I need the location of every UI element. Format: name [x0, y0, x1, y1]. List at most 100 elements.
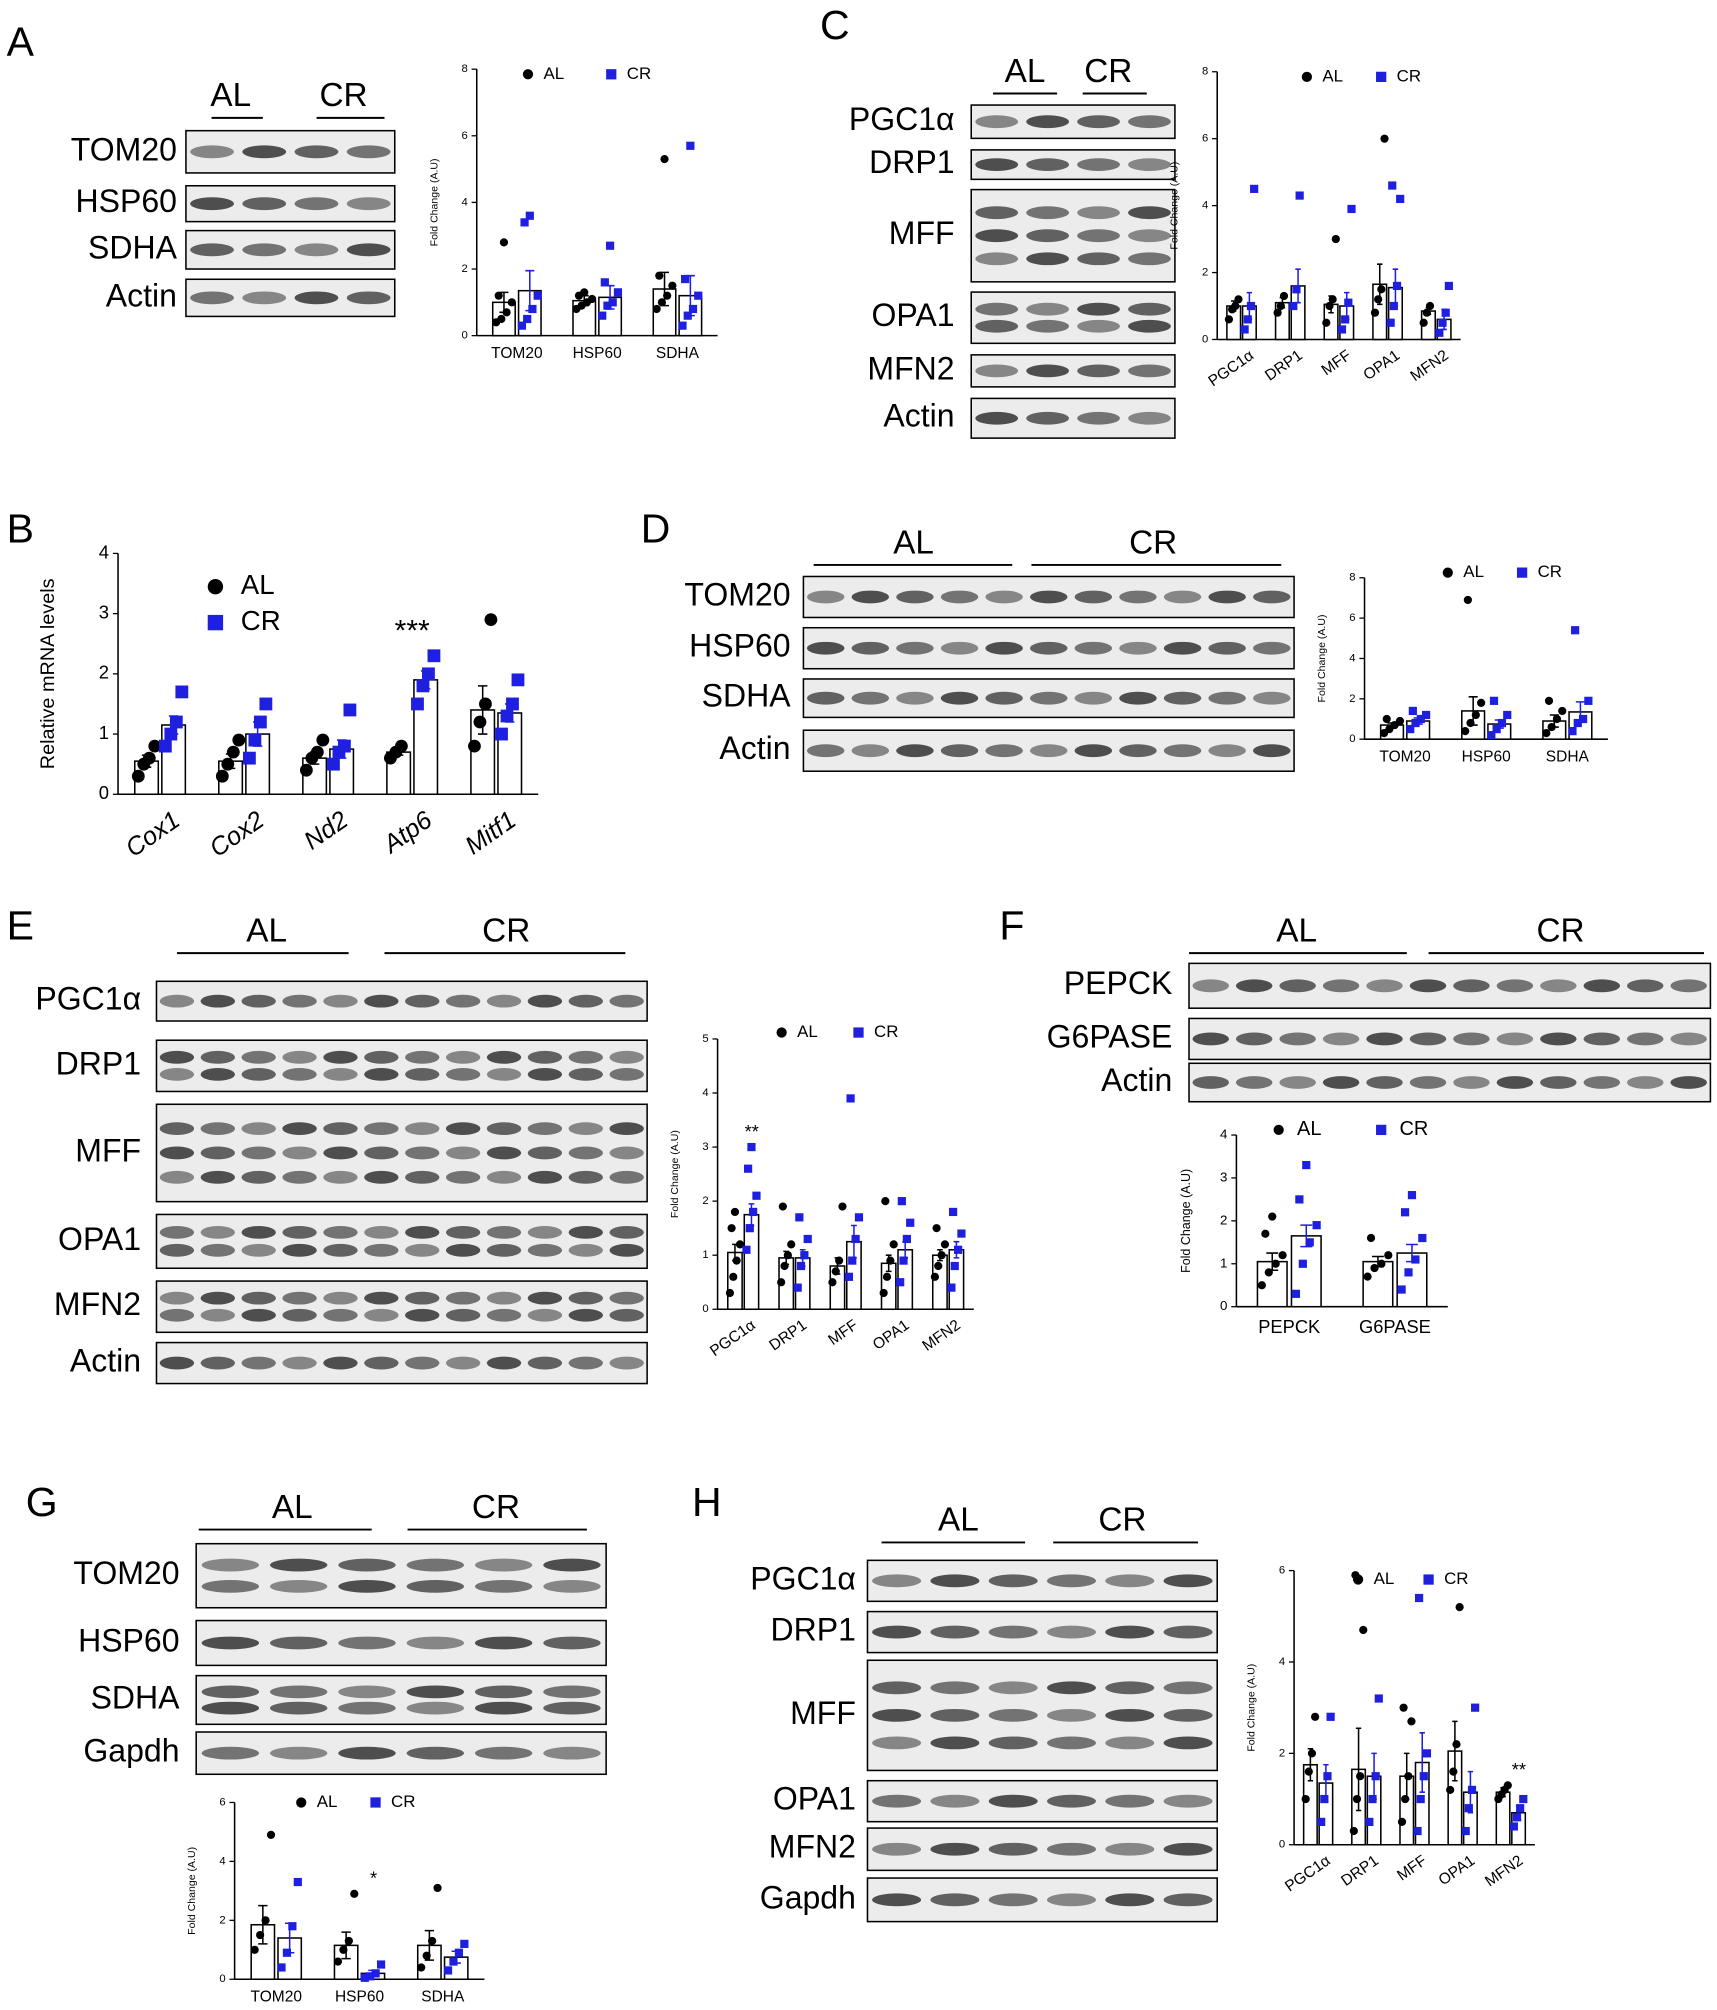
blot-band [159, 1291, 195, 1305]
blot-band [872, 1708, 922, 1722]
blot-band [930, 1625, 980, 1639]
data-point [339, 1945, 348, 1954]
data-point [169, 715, 183, 729]
blot-band [346, 243, 391, 257]
data-point [494, 291, 503, 300]
blot-band [282, 1067, 317, 1081]
blot-band [282, 1050, 317, 1064]
blot-band [406, 1558, 465, 1572]
data-point [1264, 1268, 1273, 1277]
x-tick-label: Cox2 [205, 806, 270, 863]
y-tick-label: 4 [462, 196, 468, 208]
blot-band [241, 1146, 276, 1160]
blot-band [1077, 411, 1120, 425]
data-point [1388, 181, 1397, 190]
blot-band [1128, 411, 1171, 425]
data-point [1380, 134, 1389, 143]
blot-band [200, 1146, 235, 1160]
blot-label: MFN2 [867, 350, 954, 386]
blot-band [282, 994, 317, 1008]
data-point [1370, 308, 1380, 317]
blot-band [1077, 115, 1120, 129]
legend-marker [370, 1797, 381, 1808]
data-point [668, 281, 677, 290]
blot-band [159, 1225, 195, 1239]
data-point [232, 733, 246, 747]
blot-band [527, 1308, 563, 1322]
bar [497, 712, 523, 796]
blot-band [1279, 1032, 1316, 1046]
legend-label: CR [1444, 1569, 1468, 1588]
blot-band [1077, 319, 1120, 333]
blot-band [527, 1146, 563, 1160]
data-point [1435, 328, 1444, 337]
blot-band [405, 1308, 440, 1322]
data-point [449, 1957, 458, 1966]
data-point [694, 291, 703, 300]
blot-band [406, 1701, 465, 1715]
blot-band [1235, 1076, 1273, 1089]
y-tick-label: 2 [462, 263, 468, 275]
blot-band [364, 1067, 399, 1081]
data-point [1389, 301, 1398, 311]
blot-band [1119, 641, 1157, 655]
blot-band [1077, 158, 1120, 172]
blot-band [405, 1356, 440, 1370]
x-tick-label: DRP1 [1338, 1852, 1382, 1890]
blot-band [1105, 1794, 1155, 1808]
data-point [930, 1272, 940, 1281]
blot-band [269, 1636, 328, 1650]
blot-band [988, 1794, 1038, 1808]
data-point [1503, 1781, 1512, 1790]
group-label: AL [246, 912, 287, 949]
blot-band [1128, 252, 1171, 266]
blot-label: MFF [889, 215, 955, 251]
y-tick-label: 8 [462, 63, 468, 75]
data-point [1411, 718, 1420, 728]
x-tick-label: SDHA [656, 345, 700, 362]
blot-panel: AL CR TOM20 HSP60 SDHA Actin [71, 77, 396, 318]
blot-band [609, 1170, 644, 1184]
y-tick-label: 6 [1279, 1565, 1285, 1577]
data-point [1261, 1229, 1270, 1238]
y-tick-label: 1 [1220, 1255, 1227, 1270]
blot-band [241, 1291, 276, 1305]
blot-band [1074, 590, 1113, 604]
data-point [1320, 1794, 1329, 1804]
data-point [657, 298, 666, 307]
blot-band [1626, 979, 1664, 993]
y-tick-label: 6 [219, 1796, 225, 1808]
data-point [142, 751, 156, 765]
blot-label: PGC1α [35, 981, 141, 1017]
data-point [1568, 727, 1577, 736]
data-point [777, 1278, 786, 1287]
y-tick-label: 8 [1349, 572, 1355, 584]
blot-frame [155, 980, 648, 1022]
data-point [1250, 184, 1259, 193]
data-point [1466, 718, 1475, 728]
data-point [844, 1272, 854, 1281]
data-point [338, 739, 351, 753]
blot-band [1026, 206, 1070, 220]
y-axis-label: Fold Change (A.U) [1316, 615, 1328, 703]
blot-band [1192, 1076, 1229, 1089]
data-point [1359, 1625, 1368, 1635]
data-point [416, 679, 430, 693]
blot-frame [155, 1213, 648, 1270]
blot-frame [1188, 1062, 1712, 1103]
data-point [603, 301, 612, 310]
data-point [1331, 234, 1340, 244]
blot-band [474, 1746, 533, 1760]
data-point [394, 739, 408, 753]
blot-frame [155, 1039, 648, 1093]
blot-band [568, 1146, 603, 1160]
blot-band [1409, 1032, 1447, 1046]
blot-label: Actin [106, 277, 177, 313]
data-point [934, 1261, 943, 1271]
blot-band [1119, 744, 1157, 758]
data-point [899, 1256, 908, 1265]
data-point [1425, 301, 1435, 311]
blot-band [200, 1050, 235, 1064]
x-tick-label: TOM20 [491, 345, 543, 362]
data-point [1243, 315, 1252, 324]
